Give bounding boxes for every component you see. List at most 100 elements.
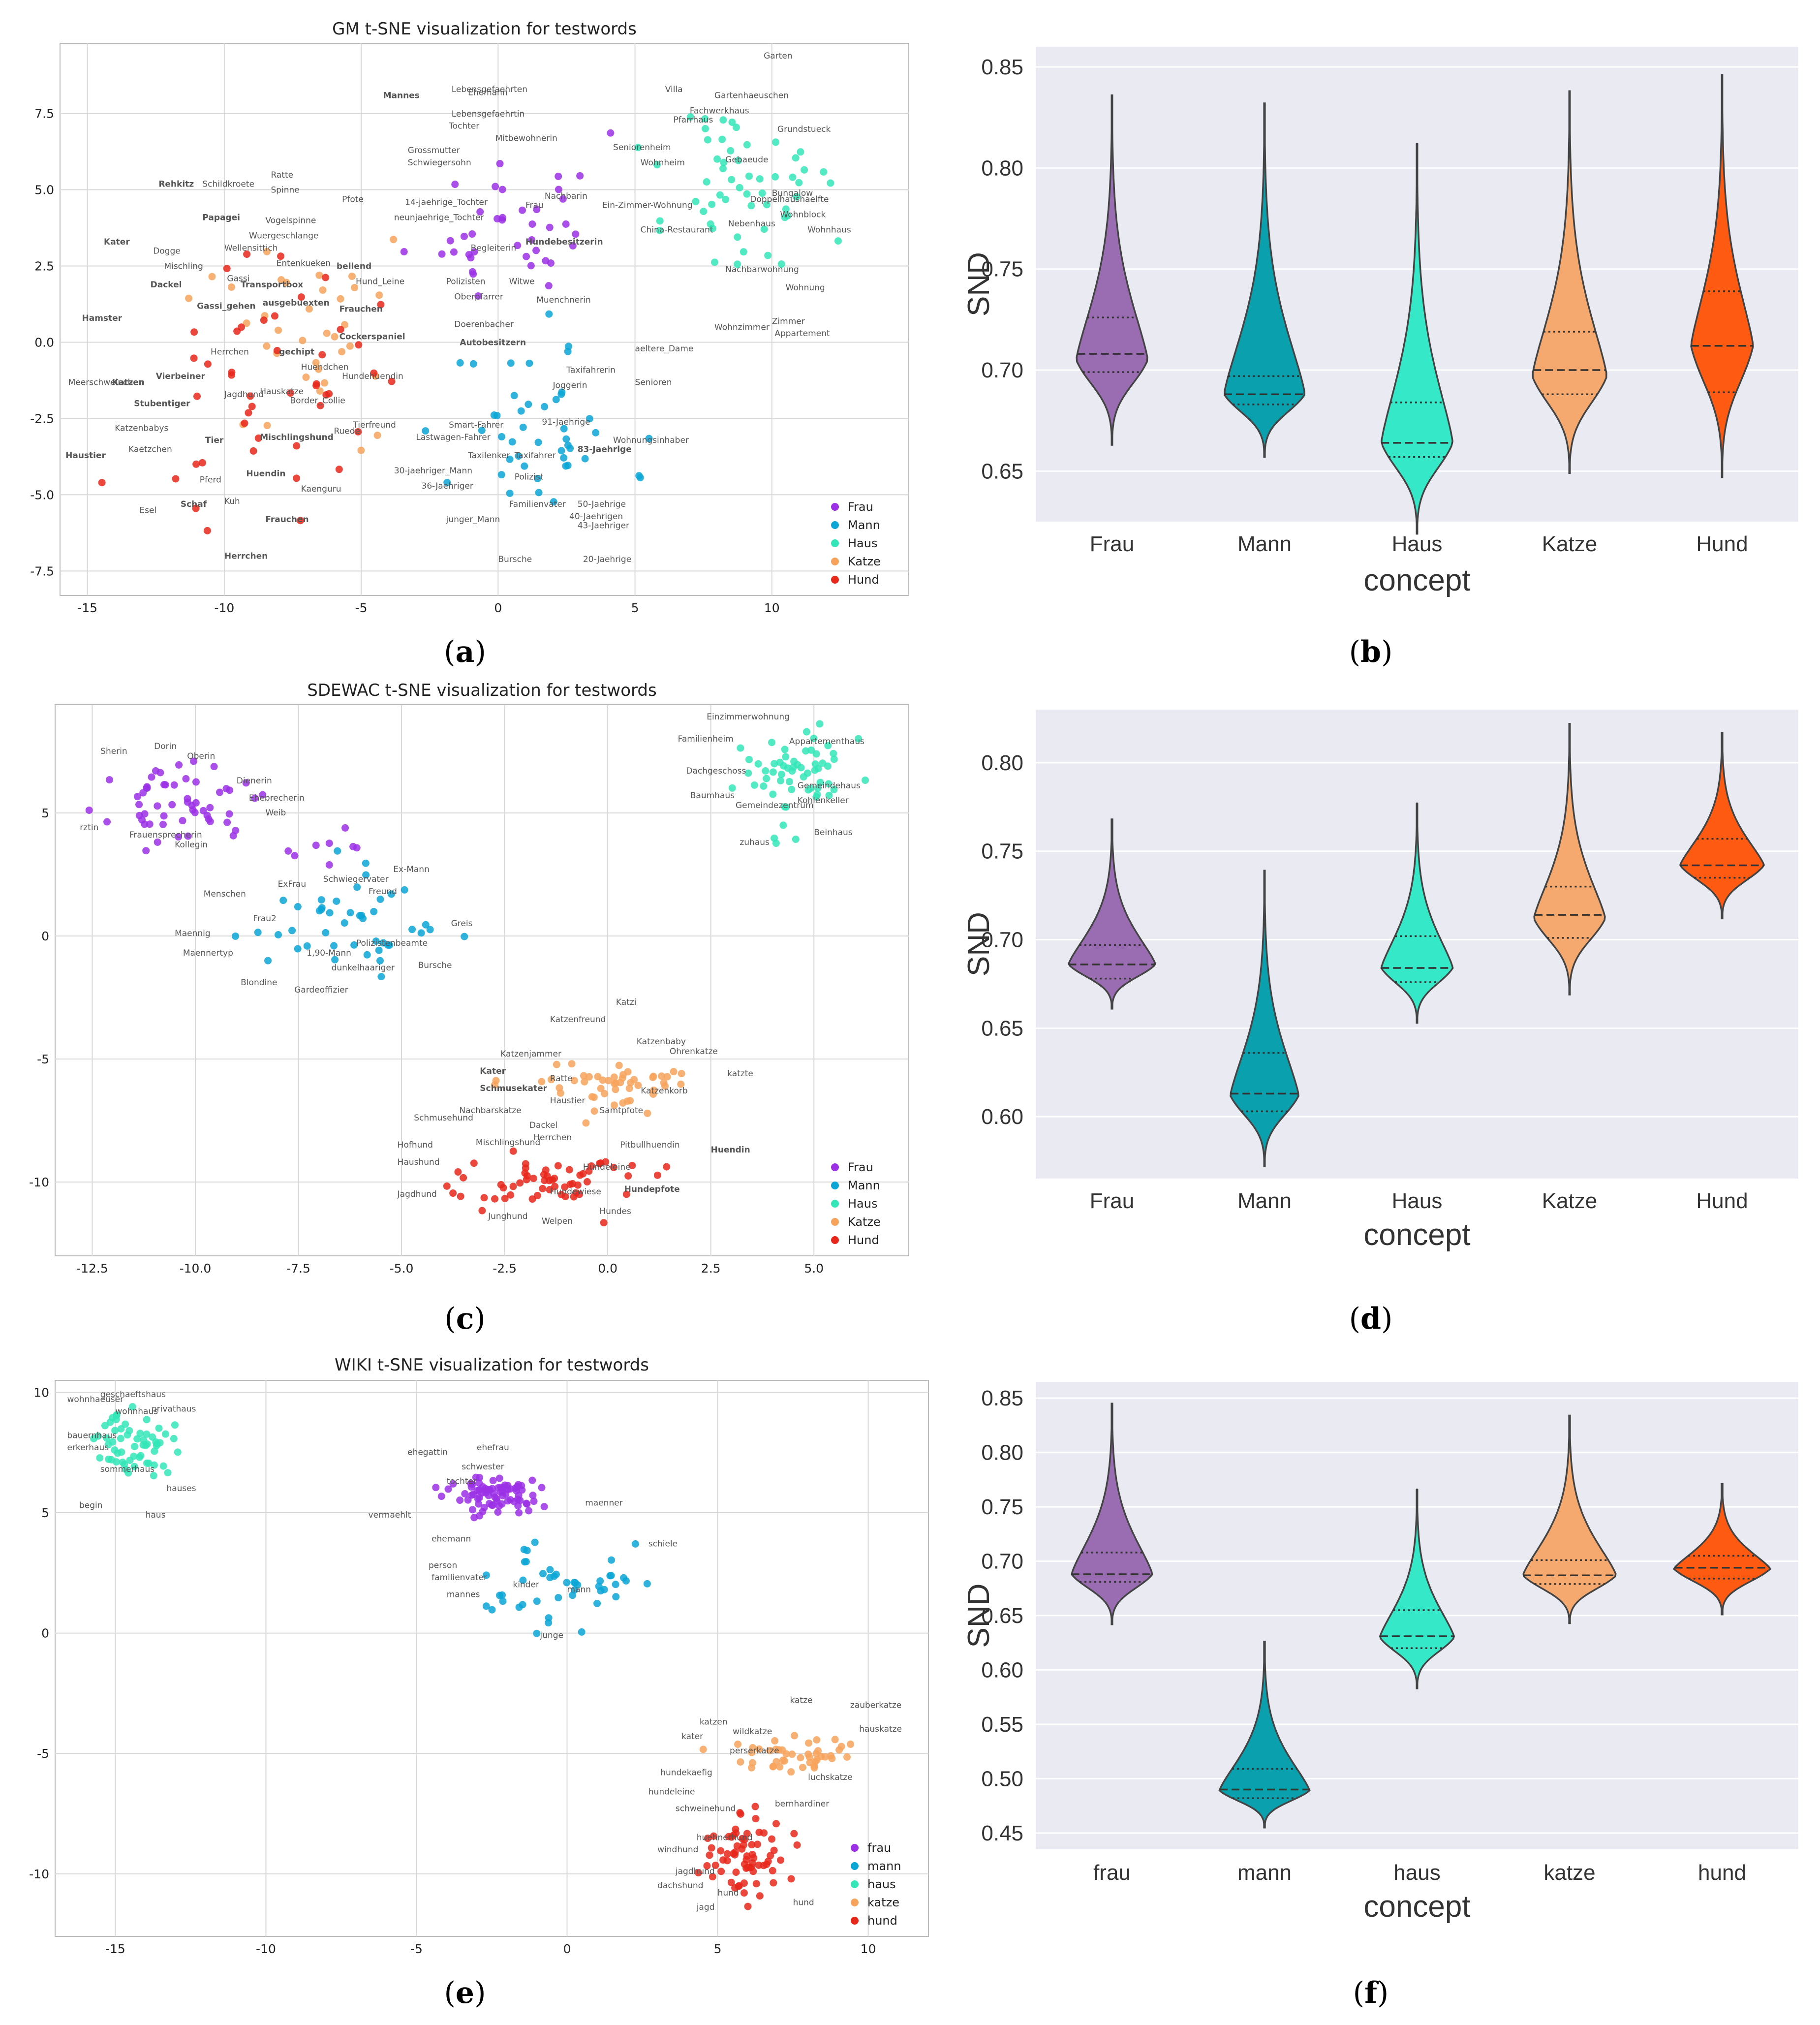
point-mann xyxy=(566,444,574,452)
word-label: Katzenkorb xyxy=(641,1086,688,1096)
point-frau xyxy=(192,778,200,786)
point-hund xyxy=(370,369,378,377)
point-katze xyxy=(582,1119,590,1127)
x-tick-label: 0.0 xyxy=(598,1261,617,1276)
point-mann xyxy=(408,926,416,934)
point-frau xyxy=(216,788,223,796)
word-label: Nachbarskatze xyxy=(459,1106,521,1116)
point-hund xyxy=(454,1168,462,1176)
x-tick-label: 0 xyxy=(563,1942,571,1956)
point-frau xyxy=(572,230,580,238)
point-katze xyxy=(243,319,250,327)
point-haus xyxy=(772,138,780,146)
point-haus xyxy=(816,720,824,728)
point-haus xyxy=(797,148,804,156)
word-label: Katzenjammer xyxy=(500,1049,561,1059)
point-frau xyxy=(159,820,167,828)
point-katze xyxy=(805,1739,813,1747)
category-label: Frau xyxy=(1090,1189,1134,1213)
point-hund xyxy=(793,1841,801,1849)
point-katze xyxy=(799,1764,806,1772)
point-katze xyxy=(227,283,235,291)
violin-haus xyxy=(1380,802,1454,1024)
point-hund xyxy=(704,1835,711,1842)
word-label: Esel xyxy=(139,506,156,516)
point-haus xyxy=(117,1425,125,1433)
point-haus xyxy=(782,205,790,213)
point-mann xyxy=(519,423,527,431)
point-frau xyxy=(446,237,454,245)
word-label: Ehebrecherin xyxy=(249,793,305,803)
point-hund xyxy=(509,1147,517,1155)
y-tick-label: 0.60 xyxy=(981,1658,1023,1682)
point-mann xyxy=(333,897,340,905)
point-katze xyxy=(275,326,282,334)
panel-a-gm-tsne-scatter: -15 -10 -5 0 5 10 7.5 5.0 2.5 0.0 -2.5 -5.0 -7.5 GM t… xyxy=(30,19,909,615)
point-haus xyxy=(855,735,863,743)
point-haus xyxy=(788,767,796,775)
word-label: Haustier xyxy=(550,1096,586,1106)
point-haus xyxy=(656,226,664,234)
point-katze xyxy=(747,1764,755,1772)
point-frau xyxy=(542,257,550,265)
point-katze xyxy=(357,446,365,454)
legend-marker-katze xyxy=(831,558,839,565)
point-hund xyxy=(449,1189,457,1197)
y-tick-label: 2.5 xyxy=(34,259,54,274)
point-katze xyxy=(831,1736,839,1744)
point-hund xyxy=(238,323,246,331)
point-katze xyxy=(590,1093,598,1101)
point-mann xyxy=(550,498,557,506)
point-hund xyxy=(540,1171,548,1179)
point-frau xyxy=(474,292,482,300)
point-haus xyxy=(171,1421,179,1429)
point-hund xyxy=(777,1856,785,1864)
point-frau xyxy=(476,1494,484,1501)
legend-marker-mann xyxy=(851,1862,859,1870)
word-label: 36-Jaehriger xyxy=(422,481,473,491)
violin-mann xyxy=(1224,102,1305,458)
point-frau xyxy=(143,783,151,791)
point-katze xyxy=(788,1750,796,1758)
word-label: Hundebesitzerin xyxy=(525,237,603,247)
point-frau xyxy=(514,242,522,249)
point-mann xyxy=(631,1540,639,1548)
word-label: Schwiegervater xyxy=(323,874,389,884)
word-label: Gassi_gehen xyxy=(197,301,255,311)
word-label: Ruede xyxy=(334,426,360,436)
y-axis-label: SND xyxy=(962,912,996,976)
point-mann xyxy=(534,474,542,482)
word-label: Oberpfarrer xyxy=(454,292,503,302)
point-hund xyxy=(312,380,320,388)
point-hund xyxy=(322,391,330,399)
point-katze xyxy=(597,1085,605,1092)
scatter-points xyxy=(98,113,842,534)
word-label: Hundewiese xyxy=(550,1187,601,1197)
point-hund xyxy=(767,1852,774,1860)
point-mann xyxy=(519,1576,527,1584)
x-tick-label: 5 xyxy=(631,601,639,615)
word-label: hauskatze xyxy=(859,1724,902,1734)
point-katze xyxy=(644,1109,651,1117)
point-haus xyxy=(745,172,753,180)
x-tick-label: -5 xyxy=(410,1942,423,1956)
point-frau xyxy=(569,242,577,250)
grid-lines xyxy=(55,705,909,1256)
word-label: hund xyxy=(793,1898,814,1907)
y-axis-label: SND xyxy=(962,1584,996,1648)
y-tick-label: -7.5 xyxy=(30,564,54,578)
point-hund xyxy=(622,1190,630,1198)
point-frau xyxy=(103,818,111,826)
word-label: 40-Jaehrigen xyxy=(569,512,623,522)
point-haus xyxy=(734,233,741,241)
violin-body xyxy=(1672,1483,1772,1616)
point-frau xyxy=(105,776,113,784)
point-haus xyxy=(768,739,776,747)
legend-label-hund: Hund xyxy=(848,573,879,587)
word-label: Kaetzchen xyxy=(128,445,172,455)
point-frau xyxy=(438,250,446,258)
point-frau xyxy=(528,1476,536,1484)
point-haus xyxy=(734,260,741,268)
point-haus xyxy=(713,155,721,163)
point-mann xyxy=(545,1619,553,1627)
